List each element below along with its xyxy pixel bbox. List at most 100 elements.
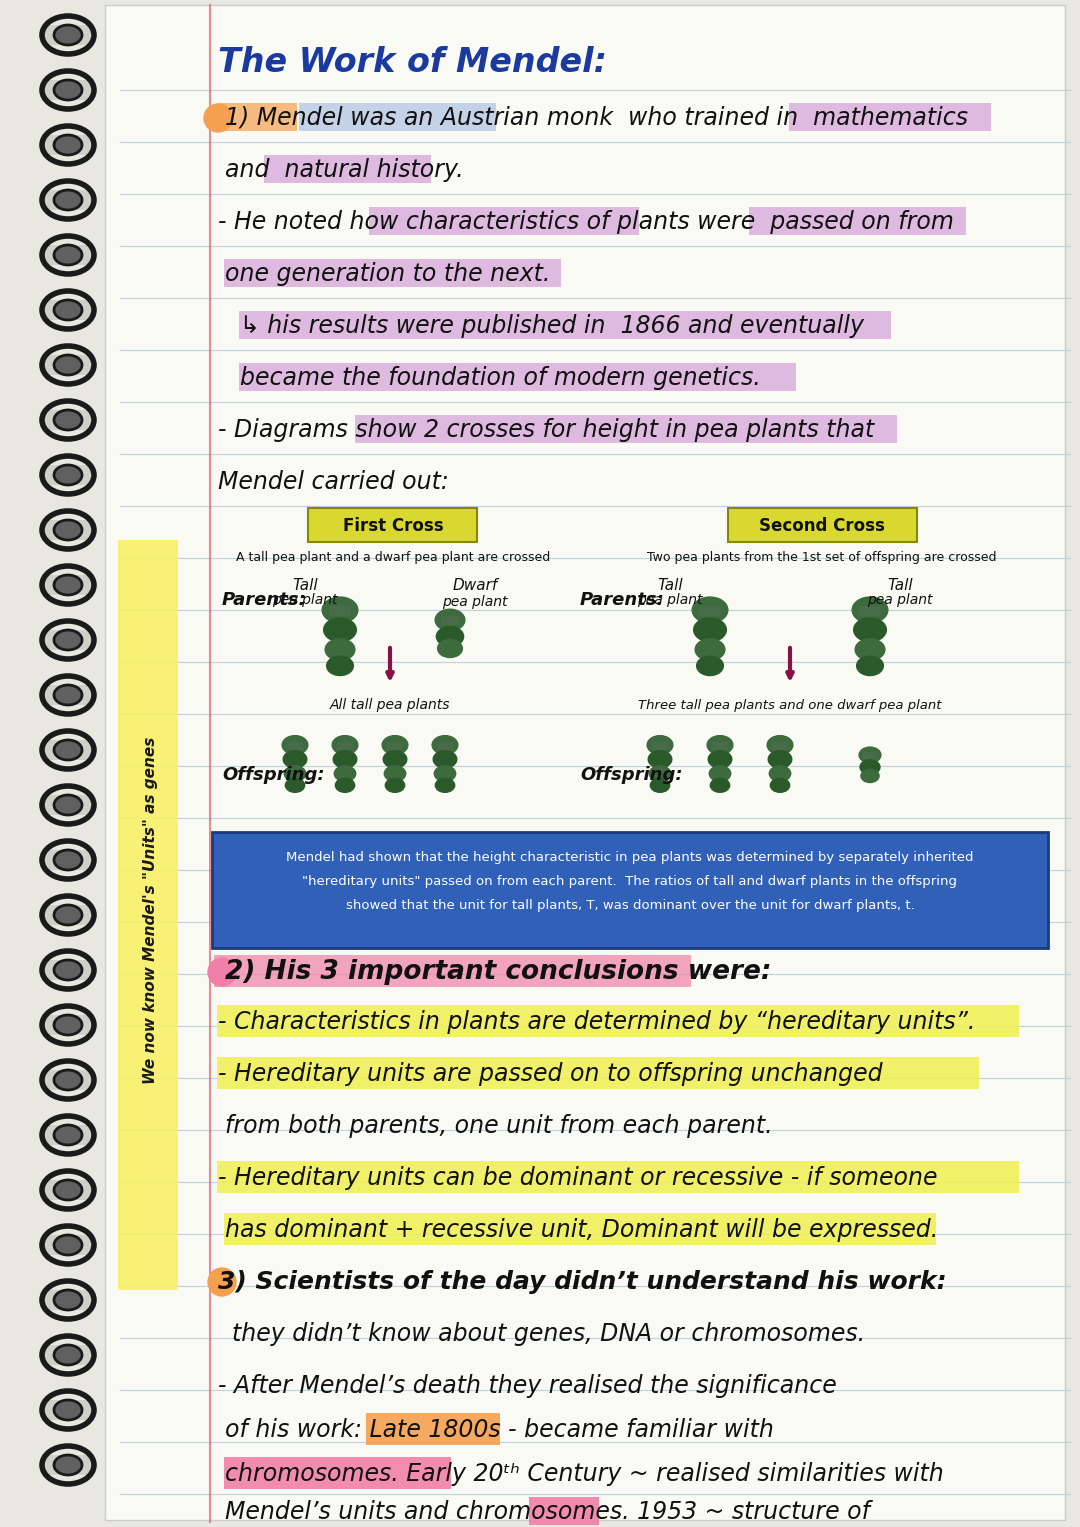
- Ellipse shape: [767, 736, 793, 754]
- FancyBboxPatch shape: [44, 134, 94, 156]
- FancyBboxPatch shape: [44, 1235, 94, 1255]
- Text: Tall: Tall: [293, 577, 318, 592]
- Ellipse shape: [54, 686, 82, 705]
- Ellipse shape: [54, 521, 82, 541]
- FancyBboxPatch shape: [105, 5, 1065, 1519]
- Text: and  natural history.: and natural history.: [225, 157, 463, 182]
- Ellipse shape: [54, 79, 82, 99]
- Ellipse shape: [54, 796, 82, 815]
- FancyBboxPatch shape: [44, 1345, 94, 1365]
- Ellipse shape: [435, 609, 464, 631]
- Text: - After Mendel’s death they realised the significance: - After Mendel’s death they realised the…: [218, 1374, 837, 1399]
- FancyBboxPatch shape: [118, 541, 178, 1290]
- Text: Mendel had shown that the height characteristic in pea plants was determined by : Mendel had shown that the height charact…: [286, 851, 974, 863]
- Text: - Hereditary units are passed on to offspring unchanged: - Hereditary units are passed on to offs…: [218, 1061, 882, 1086]
- Ellipse shape: [54, 411, 82, 431]
- FancyBboxPatch shape: [772, 742, 787, 750]
- Ellipse shape: [54, 906, 82, 925]
- Text: A tall pea plant and a dwarf pea plant are crossed: A tall pea plant and a dwarf pea plant a…: [235, 551, 550, 565]
- FancyBboxPatch shape: [224, 1212, 936, 1245]
- Ellipse shape: [434, 767, 456, 782]
- FancyBboxPatch shape: [863, 753, 877, 759]
- Ellipse shape: [54, 1070, 82, 1090]
- FancyBboxPatch shape: [529, 1496, 599, 1525]
- FancyBboxPatch shape: [214, 954, 691, 986]
- Ellipse shape: [285, 779, 305, 793]
- Ellipse shape: [650, 779, 670, 793]
- FancyBboxPatch shape: [44, 960, 94, 980]
- Ellipse shape: [768, 751, 792, 768]
- Text: they didn’t know about genes, DNA or chromosomes.: they didn’t know about genes, DNA or chr…: [232, 1322, 865, 1345]
- FancyBboxPatch shape: [308, 508, 477, 542]
- Ellipse shape: [707, 736, 733, 754]
- Ellipse shape: [54, 1400, 82, 1420]
- Ellipse shape: [386, 779, 405, 793]
- FancyBboxPatch shape: [369, 208, 639, 235]
- Text: pea plant: pea plant: [442, 596, 508, 609]
- Ellipse shape: [711, 779, 730, 793]
- Ellipse shape: [54, 1180, 82, 1200]
- FancyBboxPatch shape: [239, 363, 796, 391]
- Text: became the foundation of modern genetics.: became the foundation of modern genetics…: [240, 366, 760, 389]
- Ellipse shape: [54, 1015, 82, 1035]
- Text: chromosomes. Early 20ᵗʰ Century ~ realised similarities with: chromosomes. Early 20ᵗʰ Century ~ realis…: [225, 1461, 944, 1486]
- FancyBboxPatch shape: [44, 79, 94, 99]
- FancyBboxPatch shape: [329, 606, 351, 617]
- Text: 2) His 3 important conclusions were:: 2) His 3 important conclusions were:: [225, 959, 771, 985]
- Text: has dominant + recessive unit, Dominant will be expressed.: has dominant + recessive unit, Dominant …: [225, 1219, 939, 1241]
- Ellipse shape: [649, 767, 671, 782]
- FancyBboxPatch shape: [217, 1005, 1020, 1037]
- Circle shape: [204, 104, 232, 131]
- Text: one generation to the next.: one generation to the next.: [225, 263, 551, 286]
- Ellipse shape: [860, 760, 880, 774]
- Text: pea plant: pea plant: [637, 592, 703, 608]
- Text: 3) Scientists of the day didn’t understand his work:: 3) Scientists of the day didn’t understa…: [218, 1270, 947, 1293]
- Ellipse shape: [435, 779, 455, 793]
- Ellipse shape: [54, 851, 82, 870]
- FancyBboxPatch shape: [728, 508, 917, 542]
- Ellipse shape: [436, 626, 463, 646]
- Text: - Characteristics in plants are determined by “hereditary units”.: - Characteristics in plants are determin…: [218, 1009, 975, 1034]
- Text: Second Cross: Second Cross: [759, 518, 885, 534]
- Text: from both parents, one unit from each parent.: from both parents, one unit from each pa…: [225, 1115, 772, 1138]
- Ellipse shape: [54, 1125, 82, 1145]
- FancyBboxPatch shape: [217, 1057, 978, 1089]
- Ellipse shape: [696, 638, 725, 660]
- Ellipse shape: [54, 576, 82, 596]
- Ellipse shape: [54, 960, 82, 980]
- Ellipse shape: [336, 779, 354, 793]
- Ellipse shape: [54, 1235, 82, 1255]
- Text: ↳ his results were published in  1866 and eventually: ↳ his results were published in 1866 and…: [240, 315, 864, 337]
- FancyBboxPatch shape: [44, 1455, 94, 1475]
- Ellipse shape: [647, 736, 673, 754]
- FancyBboxPatch shape: [44, 189, 94, 211]
- Ellipse shape: [54, 741, 82, 760]
- Ellipse shape: [54, 134, 82, 156]
- FancyBboxPatch shape: [699, 606, 720, 617]
- Text: Two pea plants from the 1st set of offspring are crossed: Two pea plants from the 1st set of offsp…: [647, 551, 997, 565]
- Text: showed that the unit for tall plants, T, was dominant over the unit for dwarf pl: showed that the unit for tall plants, T,…: [346, 898, 915, 912]
- Ellipse shape: [437, 640, 462, 658]
- Ellipse shape: [856, 657, 883, 675]
- Ellipse shape: [54, 24, 82, 44]
- FancyBboxPatch shape: [44, 354, 94, 376]
- Ellipse shape: [322, 597, 357, 623]
- Text: Parents:: Parents:: [222, 591, 307, 609]
- Ellipse shape: [710, 767, 731, 782]
- FancyBboxPatch shape: [44, 1015, 94, 1035]
- FancyBboxPatch shape: [44, 1125, 94, 1145]
- Ellipse shape: [433, 751, 457, 768]
- FancyBboxPatch shape: [789, 102, 991, 131]
- Ellipse shape: [648, 751, 672, 768]
- Circle shape: [208, 1267, 237, 1296]
- Ellipse shape: [693, 618, 727, 641]
- Ellipse shape: [54, 1290, 82, 1310]
- Ellipse shape: [54, 466, 82, 486]
- FancyBboxPatch shape: [437, 742, 453, 750]
- Ellipse shape: [853, 618, 887, 641]
- Ellipse shape: [769, 767, 791, 782]
- Ellipse shape: [382, 736, 408, 754]
- FancyBboxPatch shape: [441, 617, 459, 625]
- Ellipse shape: [284, 767, 306, 782]
- Ellipse shape: [334, 751, 356, 768]
